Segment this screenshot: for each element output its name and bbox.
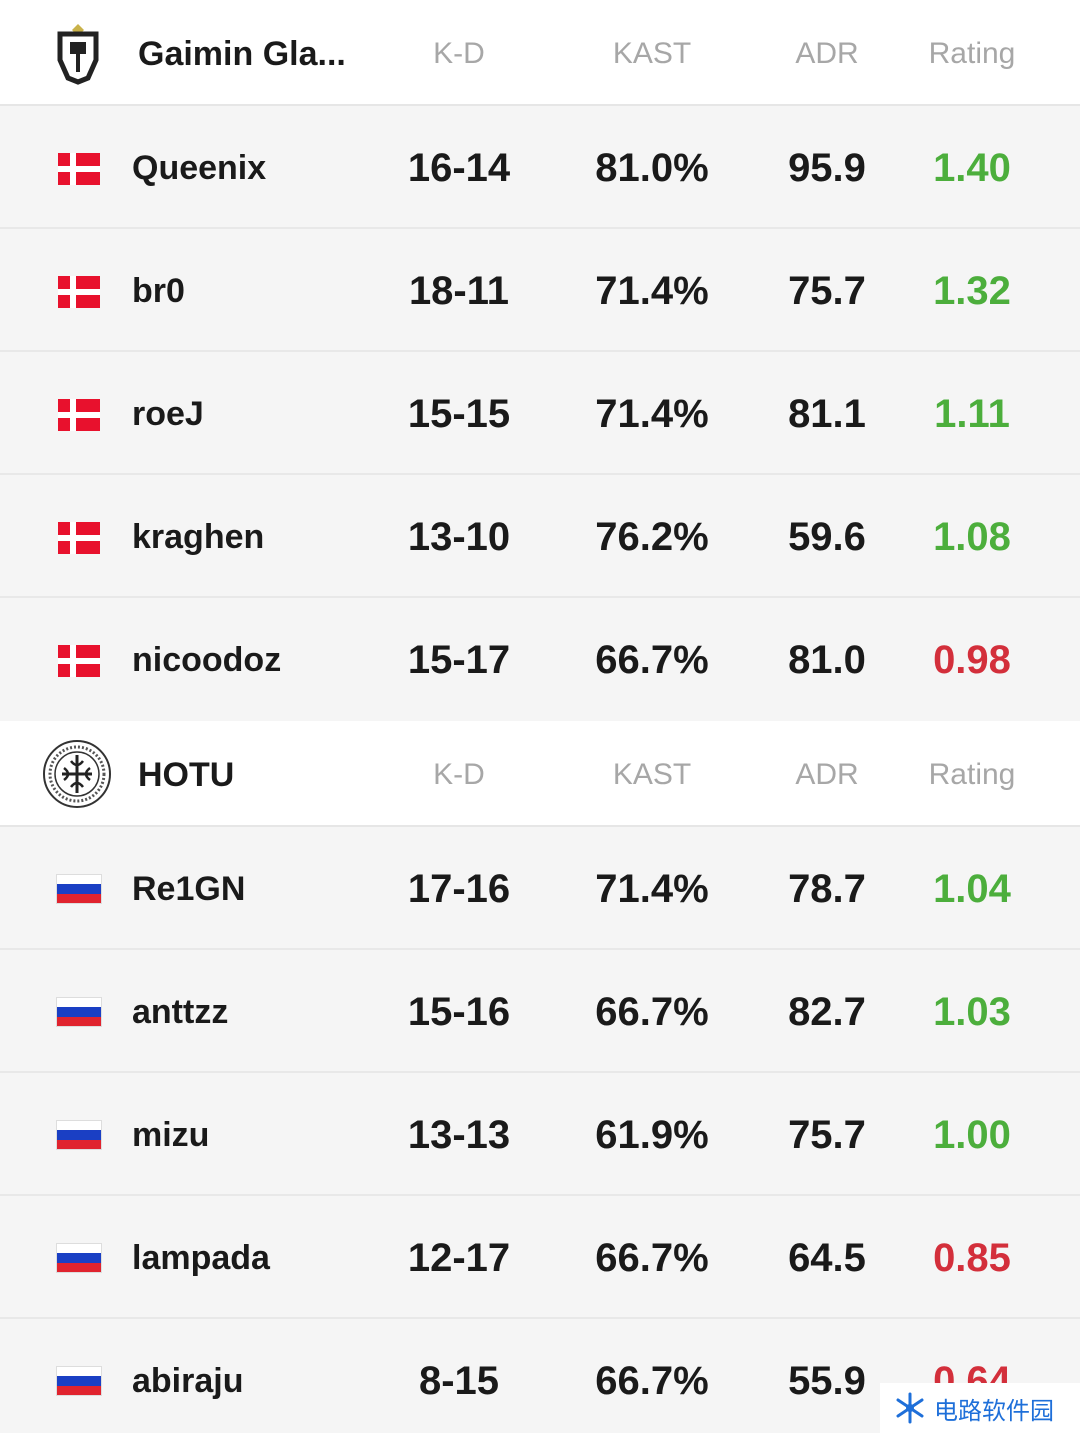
adr-value: 81.1: [788, 392, 866, 436]
denmark-flag-icon: [58, 153, 100, 185]
kast-value: 66.7%: [595, 1359, 709, 1403]
team-name[interactable]: Gaimin Gla...: [138, 35, 346, 73]
network-star-icon: [896, 1392, 924, 1424]
adr-value: 59.6: [788, 515, 866, 559]
rating-value: 1.04: [933, 867, 1011, 911]
adr-value: 75.7: [788, 1113, 866, 1157]
russia-flag-icon: [56, 1366, 102, 1396]
team-header-1: Gaimin Gla... K-D KAST ADR Rating: [0, 0, 1080, 106]
player-name[interactable]: br0: [132, 272, 185, 310]
header-kast[interactable]: KAST: [612, 37, 692, 70]
kd-value: 15-16: [407, 990, 511, 1034]
watermark: 电路软件园: [880, 1383, 1080, 1433]
denmark-flag-icon: [58, 399, 100, 431]
rating-value: 1.03: [933, 990, 1011, 1034]
rating-value: 1.00: [933, 1113, 1011, 1157]
adr-value: 81.0: [788, 638, 866, 682]
kast-value: 71.4%: [595, 392, 709, 436]
rating-value: 1.08: [933, 515, 1011, 559]
player-row[interactable]: mizu 13-13 61.9% 75.7 1.00: [0, 1073, 1080, 1196]
player-row[interactable]: kraghen 13-10 76.2% 59.6 1.08: [0, 475, 1080, 598]
player-name[interactable]: nicoodoz: [132, 641, 282, 679]
denmark-flag-icon: [58, 276, 100, 308]
player-row[interactable]: nicoodoz 15-17 66.7% 81.0 0.98: [0, 598, 1080, 721]
russia-flag-icon: [56, 1243, 102, 1273]
kd-value: 13-13: [407, 1113, 511, 1157]
russia-flag-icon: [56, 997, 102, 1027]
player-name[interactable]: Re1GN: [132, 870, 246, 908]
adr-value: 78.7: [788, 867, 866, 911]
kd-value: 16-14: [407, 146, 511, 190]
adr-value: 75.7: [788, 269, 866, 313]
player-name[interactable]: anttzz: [132, 993, 229, 1031]
header-kd[interactable]: K-D: [433, 37, 485, 70]
kast-value: 61.9%: [595, 1113, 709, 1157]
kd-value: 12-17: [407, 1236, 511, 1280]
player-row[interactable]: br0 18-11 71.4% 75.7 1.32: [0, 229, 1080, 352]
header-rating[interactable]: Rating: [928, 37, 1016, 70]
kast-value: 71.4%: [595, 867, 709, 911]
kd-value: 15-15: [407, 392, 511, 436]
player-row[interactable]: roeJ 15-15 71.4% 81.1 1.11: [0, 352, 1080, 475]
team-header-2: HOTU K-D KAST ADR Rating: [0, 721, 1080, 827]
hotu-seal-icon: [43, 740, 111, 808]
header-adr[interactable]: ADR: [795, 758, 859, 791]
gaimin-gladiators-helmet-icon: [57, 24, 99, 85]
player-row[interactable]: Queenix 16-14 81.0% 95.9 1.40: [0, 106, 1080, 229]
rating-value: 0.98: [933, 638, 1011, 682]
kast-value: 66.7%: [595, 990, 709, 1034]
header-rating[interactable]: Rating: [928, 758, 1016, 791]
denmark-flag-icon: [58, 522, 100, 554]
player-row[interactable]: lampada 12-17 66.7% 64.5 0.85: [0, 1196, 1080, 1319]
russia-flag-icon: [56, 1120, 102, 1150]
team-name[interactable]: HOTU: [138, 756, 235, 794]
kast-value: 76.2%: [595, 515, 709, 559]
adr-value: 82.7: [788, 990, 866, 1034]
header-adr[interactable]: ADR: [795, 37, 859, 70]
kast-value: 81.0%: [595, 146, 709, 190]
watermark-text: 电路软件园: [934, 1396, 1054, 1425]
rating-value: 1.11: [934, 392, 1010, 436]
player-name[interactable]: mizu: [132, 1116, 210, 1154]
header-kd[interactable]: K-D: [433, 758, 485, 791]
denmark-flag-icon: [58, 645, 100, 677]
rating-value: 0.85: [933, 1236, 1011, 1280]
adr-value: 95.9: [788, 146, 866, 190]
rating-value: 1.40: [933, 146, 1011, 190]
adr-value: 55.9: [788, 1359, 866, 1403]
adr-value: 64.5: [788, 1236, 866, 1280]
player-name[interactable]: lampada: [132, 1239, 270, 1277]
kd-value: 8-15: [418, 1359, 500, 1403]
player-row[interactable]: anttzz 15-16 66.7% 82.7 1.03: [0, 950, 1080, 1073]
kd-value: 13-10: [407, 515, 511, 559]
rating-value: 1.32: [933, 269, 1011, 313]
kast-value: 66.7%: [595, 638, 709, 682]
kd-value: 18-11: [408, 269, 510, 313]
kast-value: 66.7%: [595, 1236, 709, 1280]
russia-flag-icon: [56, 874, 102, 904]
player-row[interactable]: Re1GN 17-16 71.4% 78.7 1.04: [0, 827, 1080, 950]
player-row[interactable]: abiraju 8-15 66.7% 55.9 0.64: [0, 1319, 1080, 1433]
kast-value: 71.4%: [595, 269, 709, 313]
player-name[interactable]: abiraju: [132, 1362, 244, 1400]
player-name[interactable]: roeJ: [132, 395, 204, 433]
header-kast[interactable]: KAST: [612, 758, 692, 791]
player-name[interactable]: Queenix: [132, 149, 267, 187]
player-name[interactable]: kraghen: [132, 518, 265, 556]
kd-value: 17-16: [407, 867, 511, 911]
kd-value: 15-17: [407, 638, 511, 682]
